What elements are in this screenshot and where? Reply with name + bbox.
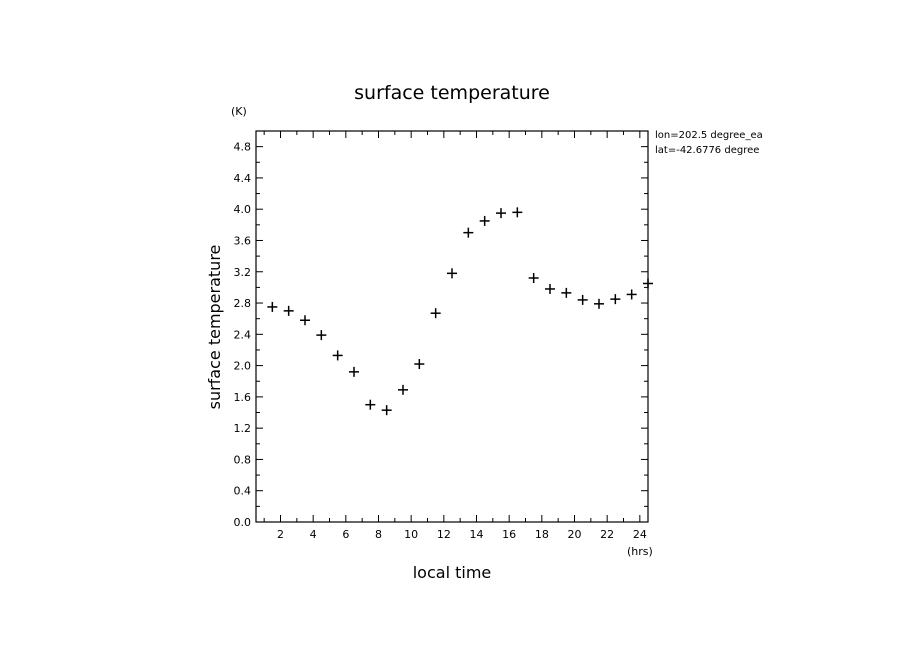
- data-point: [577, 294, 588, 305]
- x-tick-label: 18: [535, 528, 549, 541]
- y-tick-label: 2.8: [234, 297, 252, 310]
- y-tick-label: 3.6: [234, 234, 252, 247]
- x-unit-label: (hrs): [627, 545, 653, 558]
- data-point: [479, 215, 490, 226]
- data-point: [414, 359, 425, 370]
- x-tick-label: 12: [437, 528, 451, 541]
- x-tick-label: 16: [502, 528, 516, 541]
- data-points: [267, 207, 653, 416]
- y-tick-label: 3.2: [234, 266, 252, 279]
- x-tick-label: 24: [633, 528, 647, 541]
- x-tick-label: 6: [342, 528, 349, 541]
- chart-title: surface temperature: [354, 82, 550, 104]
- data-point: [300, 315, 310, 326]
- data-point: [316, 330, 327, 341]
- data-point: [610, 294, 621, 305]
- y-tick-label: 1.2: [234, 422, 252, 435]
- data-point: [512, 207, 523, 218]
- data-point: [626, 289, 637, 300]
- axis-ticks: [256, 131, 648, 523]
- y-tick-label: 0.4: [234, 485, 252, 498]
- x-tick-label: 10: [404, 528, 418, 541]
- data-point: [496, 208, 506, 219]
- data-point: [267, 301, 278, 312]
- y-tick-label: 1.6: [234, 391, 252, 404]
- y-tick-label: 4.4: [234, 172, 252, 185]
- data-point: [332, 350, 343, 361]
- x-tick-label: 2: [277, 528, 284, 541]
- data-point: [561, 287, 572, 298]
- y-tick-label: 2.0: [234, 360, 252, 373]
- data-point: [349, 366, 359, 377]
- x-tick-label: 20: [568, 528, 582, 541]
- x-axis-title: local time: [413, 563, 492, 582]
- annotation-lon: lon=202.5 degree_ea: [655, 130, 763, 141]
- data-point: [643, 278, 653, 289]
- data-point: [594, 298, 604, 309]
- data-point: [545, 283, 555, 294]
- y-tick-label: 4.0: [234, 203, 252, 216]
- data-point: [381, 405, 392, 416]
- y-tick-label: 0.8: [234, 453, 252, 466]
- data-point: [398, 384, 408, 395]
- data-point: [447, 268, 457, 279]
- y-axis-title: surface temperature: [205, 245, 224, 410]
- x-tick-label: 8: [375, 528, 382, 541]
- x-tick-label: 22: [600, 528, 614, 541]
- data-point: [430, 308, 441, 319]
- data-point: [365, 399, 376, 410]
- annotation-lat: lat=-42.6776 degree: [655, 145, 759, 156]
- plot-frame: [255, 130, 649, 523]
- y-tick-label: 0.0: [234, 516, 252, 529]
- x-tick-label: 4: [310, 528, 317, 541]
- y-tick-label: 2.4: [234, 328, 252, 341]
- data-point: [528, 273, 539, 284]
- y-tick-label: 4.8: [234, 141, 252, 154]
- tick-labels: 2 4 6 8 10 12 14 16 18 20 22 240.00.40.81.21.62.02.…: [234, 141, 647, 541]
- x-tick-label: 14: [470, 528, 484, 541]
- data-point: [463, 227, 474, 238]
- data-point: [283, 305, 294, 316]
- y-unit-label: (K): [231, 105, 247, 118]
